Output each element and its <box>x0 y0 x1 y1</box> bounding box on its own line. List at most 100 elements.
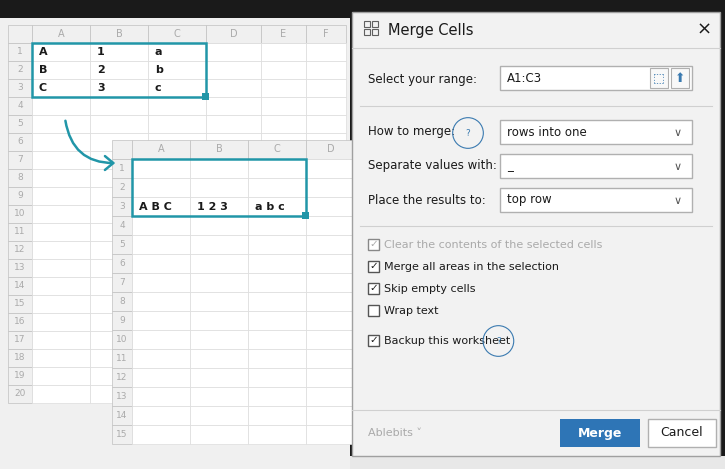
Bar <box>32 367 90 385</box>
Bar <box>306 235 356 254</box>
Bar <box>261 223 306 241</box>
Text: 3: 3 <box>97 83 104 93</box>
Text: ×: × <box>697 21 711 39</box>
Bar <box>190 349 248 368</box>
Bar <box>148 295 206 313</box>
Bar <box>90 241 148 259</box>
Bar <box>32 331 90 349</box>
Bar <box>132 178 190 197</box>
Bar <box>8 277 32 295</box>
Bar <box>32 133 90 151</box>
Bar <box>32 169 90 187</box>
Bar <box>206 295 261 313</box>
Bar <box>32 385 90 403</box>
Text: 7: 7 <box>119 278 125 287</box>
Bar <box>148 97 206 115</box>
Bar <box>32 43 206 97</box>
Bar <box>32 223 90 241</box>
Bar <box>248 235 306 254</box>
Text: 1: 1 <box>17 47 23 56</box>
Bar <box>90 331 148 349</box>
Bar <box>671 68 689 88</box>
Bar <box>648 419 716 447</box>
Bar <box>190 216 248 235</box>
Bar <box>132 235 190 254</box>
Bar <box>112 197 132 216</box>
Bar <box>261 295 306 313</box>
Bar <box>364 21 370 27</box>
Text: 6: 6 <box>119 259 125 268</box>
Bar <box>148 133 206 151</box>
Bar <box>90 43 148 61</box>
Text: 8: 8 <box>119 297 125 306</box>
Bar <box>90 295 148 313</box>
Bar <box>306 349 356 368</box>
Text: 12: 12 <box>14 245 25 255</box>
Text: Cancel: Cancel <box>660 426 703 439</box>
Text: A: A <box>157 144 165 154</box>
Bar <box>90 133 148 151</box>
Text: C: C <box>273 144 281 154</box>
Text: Ablebits ˅: Ablebits ˅ <box>368 428 422 438</box>
FancyArrowPatch shape <box>65 121 113 170</box>
Bar <box>261 133 306 151</box>
Bar <box>8 259 32 277</box>
Text: F: F <box>323 29 329 39</box>
Bar <box>32 205 90 223</box>
Bar <box>132 330 190 349</box>
Bar <box>368 239 379 250</box>
Bar <box>8 115 32 133</box>
Bar <box>32 43 90 61</box>
Bar <box>306 97 346 115</box>
Bar <box>306 223 346 241</box>
Bar <box>190 178 248 197</box>
Bar <box>32 313 90 331</box>
Text: A B C: A B C <box>139 202 172 212</box>
Bar <box>90 187 148 205</box>
Bar <box>206 79 261 97</box>
Text: D: D <box>327 144 335 154</box>
Bar <box>261 205 306 223</box>
Bar <box>248 368 306 387</box>
Bar <box>148 259 206 277</box>
Bar <box>306 25 346 43</box>
Text: 9: 9 <box>119 316 125 325</box>
Bar <box>261 115 306 133</box>
Text: b: b <box>155 65 163 75</box>
Bar <box>148 151 206 169</box>
Bar <box>261 277 306 295</box>
Bar <box>306 151 346 169</box>
Bar <box>372 21 378 27</box>
Bar <box>306 254 356 273</box>
Text: 20: 20 <box>14 389 25 399</box>
Text: 16: 16 <box>14 318 26 326</box>
Bar <box>190 159 248 178</box>
Bar <box>500 120 692 144</box>
Text: ∨: ∨ <box>674 128 682 138</box>
Bar <box>560 419 640 447</box>
Bar <box>306 295 346 313</box>
Text: Place the results to:: Place the results to: <box>368 194 486 206</box>
Bar <box>368 261 379 272</box>
Text: E: E <box>281 29 286 39</box>
Bar <box>261 259 306 277</box>
Bar <box>148 61 206 79</box>
Bar <box>500 66 692 90</box>
Bar <box>190 292 248 311</box>
Bar <box>132 216 190 235</box>
Bar <box>190 330 248 349</box>
Bar <box>32 61 90 79</box>
Bar <box>206 367 261 385</box>
Bar <box>132 425 190 444</box>
Bar <box>248 387 306 406</box>
Bar <box>248 159 306 178</box>
Text: 3: 3 <box>119 202 125 211</box>
Bar <box>306 311 356 330</box>
Bar <box>261 385 306 403</box>
Bar <box>206 115 261 133</box>
Bar <box>32 79 90 97</box>
Bar <box>248 273 306 292</box>
Bar <box>248 349 306 368</box>
Bar <box>0 18 350 469</box>
Text: 1 2 3: 1 2 3 <box>197 202 228 212</box>
